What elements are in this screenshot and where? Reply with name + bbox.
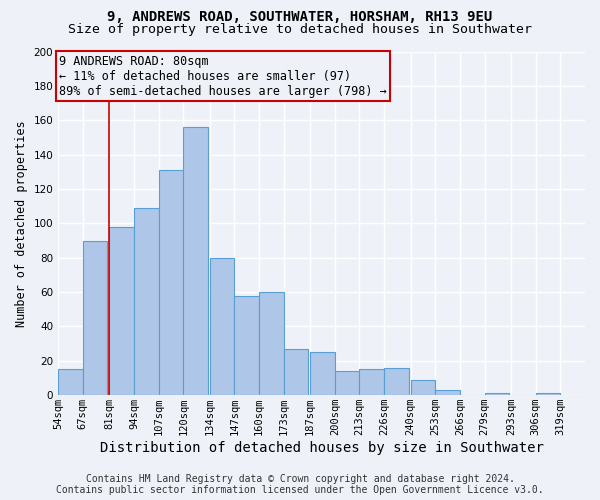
X-axis label: Distribution of detached houses by size in Southwater: Distribution of detached houses by size … xyxy=(100,441,544,455)
Bar xyxy=(235,296,259,395)
Bar xyxy=(410,380,435,395)
Text: 9 ANDREWS ROAD: 80sqm
← 11% of detached houses are smaller (97)
89% of semi-deta: 9 ANDREWS ROAD: 80sqm ← 11% of detached … xyxy=(59,55,387,98)
Text: 9, ANDREWS ROAD, SOUTHWATER, HORSHAM, RH13 9EU: 9, ANDREWS ROAD, SOUTHWATER, HORSHAM, RH… xyxy=(107,10,493,24)
Bar xyxy=(335,371,359,395)
Bar xyxy=(359,370,384,395)
Bar xyxy=(536,394,560,395)
Text: Contains public sector information licensed under the Open Government Licence v3: Contains public sector information licen… xyxy=(56,485,544,495)
Bar xyxy=(284,349,308,395)
Bar xyxy=(435,390,460,395)
Bar xyxy=(310,352,335,395)
Bar xyxy=(210,258,235,395)
Bar xyxy=(109,227,134,395)
Y-axis label: Number of detached properties: Number of detached properties xyxy=(15,120,28,326)
Bar xyxy=(259,292,284,395)
Bar xyxy=(485,394,509,395)
Bar xyxy=(134,208,158,395)
Text: Contains HM Land Registry data © Crown copyright and database right 2024.: Contains HM Land Registry data © Crown c… xyxy=(86,474,514,484)
Text: Size of property relative to detached houses in Southwater: Size of property relative to detached ho… xyxy=(68,22,532,36)
Bar xyxy=(158,170,183,395)
Bar xyxy=(183,127,208,395)
Bar xyxy=(83,240,107,395)
Bar xyxy=(384,368,409,395)
Bar xyxy=(58,370,83,395)
